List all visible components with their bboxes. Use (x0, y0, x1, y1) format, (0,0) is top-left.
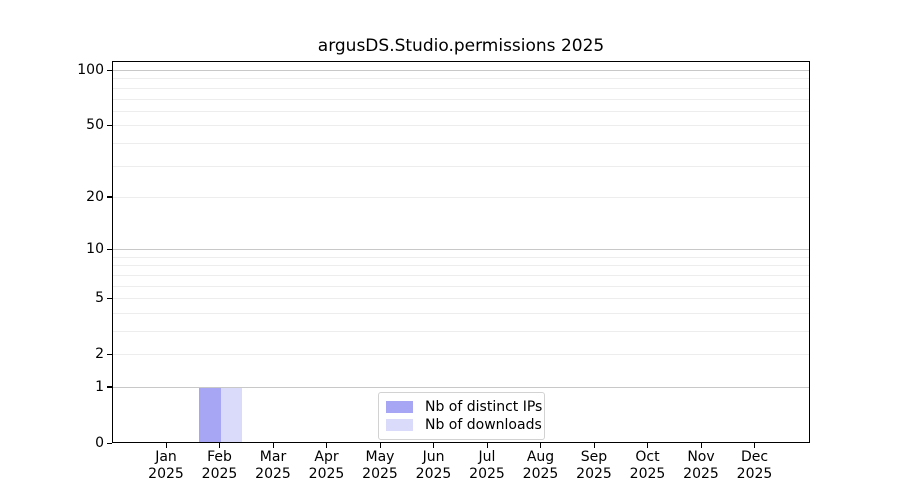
y-axis-tick (107, 386, 112, 388)
legend-swatch (386, 419, 413, 431)
plot-area (112, 61, 810, 443)
minor-gridline (113, 312, 809, 314)
minor-gridline (113, 298, 809, 300)
legend-label: Nb of downloads (425, 417, 542, 433)
legend-swatch (386, 401, 413, 413)
x-axis-tick (754, 443, 756, 448)
minor-gridline (113, 142, 809, 144)
legend: Nb of distinct IPs Nb of downloads (378, 392, 545, 440)
y-tick-label: 0 (95, 435, 104, 451)
bar (220, 387, 242, 442)
minor-gridline (113, 78, 809, 80)
x-axis-tick (486, 443, 488, 448)
x-tick-label: Dec 2025 (736, 449, 773, 482)
major-gridline (113, 70, 809, 72)
y-axis-tick (107, 69, 112, 71)
y-axis-tick (107, 442, 112, 444)
minor-gridline (113, 98, 809, 100)
x-axis-tick (272, 443, 274, 448)
x-axis-tick (165, 443, 167, 448)
y-tick-label: 20 (86, 188, 104, 205)
y-axis-tick (107, 353, 112, 355)
minor-gridline (113, 265, 809, 267)
x-tick-label: Mar 2025 (255, 449, 291, 482)
x-tick-label: Apr 2025 (308, 449, 345, 482)
x-tick-label: Sep 2025 (576, 449, 612, 482)
minor-gridline (113, 274, 809, 276)
y-tick-label: 50 (86, 117, 104, 134)
y-tick-label: 2 (95, 346, 104, 363)
y-tick-label: 1 (95, 378, 104, 395)
x-axis-tick (540, 443, 542, 448)
minor-gridline (113, 285, 809, 287)
minor-gridline (113, 354, 809, 356)
x-tick-label: Feb 2025 (201, 449, 238, 482)
x-tick-label: Aug 2025 (522, 449, 559, 482)
minor-gridline (113, 256, 809, 258)
minor-gridline (113, 110, 809, 112)
legend-item: Nb of distinct IPs (386, 398, 542, 416)
minor-gridline (113, 125, 809, 127)
major-gridline (113, 249, 809, 251)
x-tick-label: Jul 2025 (469, 449, 505, 482)
y-tick-label: 5 (95, 290, 104, 307)
y-axis-tick (107, 196, 112, 198)
legend-label: Nb of distinct IPs (425, 399, 543, 415)
x-axis-tick (647, 443, 649, 448)
x-tick-label: Jan 2025 (148, 449, 184, 482)
x-axis-tick (379, 443, 381, 448)
x-tick-label: Nov 2025 (683, 449, 719, 482)
y-axis-tick (107, 248, 112, 250)
x-tick-label: Jun 2025 (415, 449, 452, 482)
x-axis-tick (219, 443, 221, 448)
x-axis-tick (700, 443, 702, 448)
x-axis-tick (433, 443, 435, 448)
y-axis-tick (107, 297, 112, 299)
y-tick-label: 10 (86, 241, 104, 258)
minor-gridline (113, 87, 809, 89)
y-axis-tick (107, 124, 112, 126)
x-tick-label: May 2025 (362, 449, 398, 482)
x-tick-label: Oct 2025 (629, 449, 666, 482)
y-tick-label: 100 (77, 62, 104, 79)
x-axis-tick (326, 443, 328, 448)
chart-title: argusDS.Studio.permissions 2025 (317, 36, 605, 56)
minor-gridline (113, 330, 809, 332)
minor-gridline (113, 165, 809, 167)
minor-gridline (113, 196, 809, 198)
legend-item: Nb of downloads (386, 416, 542, 434)
major-gridline (113, 386, 809, 388)
bar (199, 387, 221, 442)
x-axis-tick (593, 443, 595, 448)
